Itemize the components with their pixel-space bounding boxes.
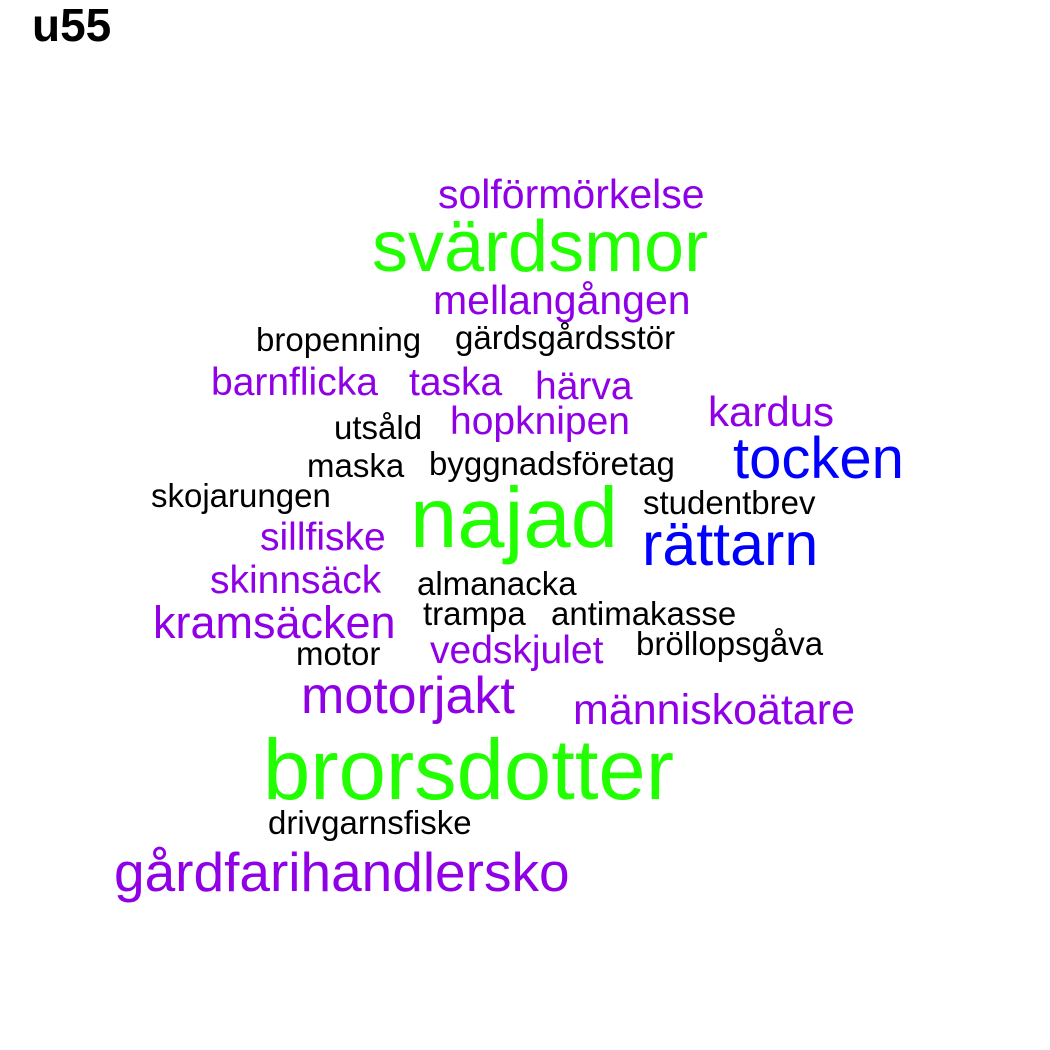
word-skojarungen: skojarungen [151, 477, 331, 514]
word-trampa: trampa [423, 595, 526, 632]
word-brorsdotter: brorsdotter [263, 723, 675, 818]
word-svardsmor: svärdsmor [372, 207, 709, 287]
word-motor: motor [296, 635, 381, 672]
word-harva: härva [535, 365, 633, 408]
word-najad: najad [410, 471, 618, 566]
word-skinnsack: skinnsäck [210, 559, 382, 602]
word-motorjakt: motorjakt [301, 667, 515, 725]
word-manniskoatare: människoätare [573, 686, 856, 734]
word-kramsacken: kramsäcken [153, 597, 396, 648]
word-bropenning: bropenning [256, 321, 422, 358]
word-vedskjulet: vedskjulet [430, 629, 604, 672]
word-mellangangen: mellangången [433, 277, 691, 323]
word-sillfiske: sillfiske [260, 516, 386, 559]
word-utsald: utsåld [334, 409, 423, 446]
word-rattarn: rättarn [642, 510, 819, 578]
word-almanacka: almanacka [417, 565, 577, 602]
word-solformorkelse: solförmörkelse [438, 171, 705, 217]
word-studentbrev: studentbrev [643, 484, 816, 521]
word-brollopsgava: bröllopsgåva [636, 625, 824, 662]
word-barnflicka: barnflicka [211, 361, 378, 404]
word-byggnadsforetag: byggnadsföretag [429, 445, 675, 482]
word-tocken: tocken [733, 426, 904, 491]
panel-label: u55 [32, 0, 112, 51]
word-taska: taska [409, 361, 503, 404]
word-drivgarnsfiske: drivgarnsfiske [268, 804, 472, 841]
word-gardsgardsstor: gärdsgårdsstör [455, 319, 676, 356]
word-hopknipen: hopknipen [450, 400, 630, 443]
word-maska: maska [307, 447, 405, 484]
word-antimakasse: antimakasse [551, 595, 737, 632]
word-kardus: kardus [708, 388, 835, 435]
word-gardfarihandlersko: gårdfarihandlersko [114, 841, 570, 903]
